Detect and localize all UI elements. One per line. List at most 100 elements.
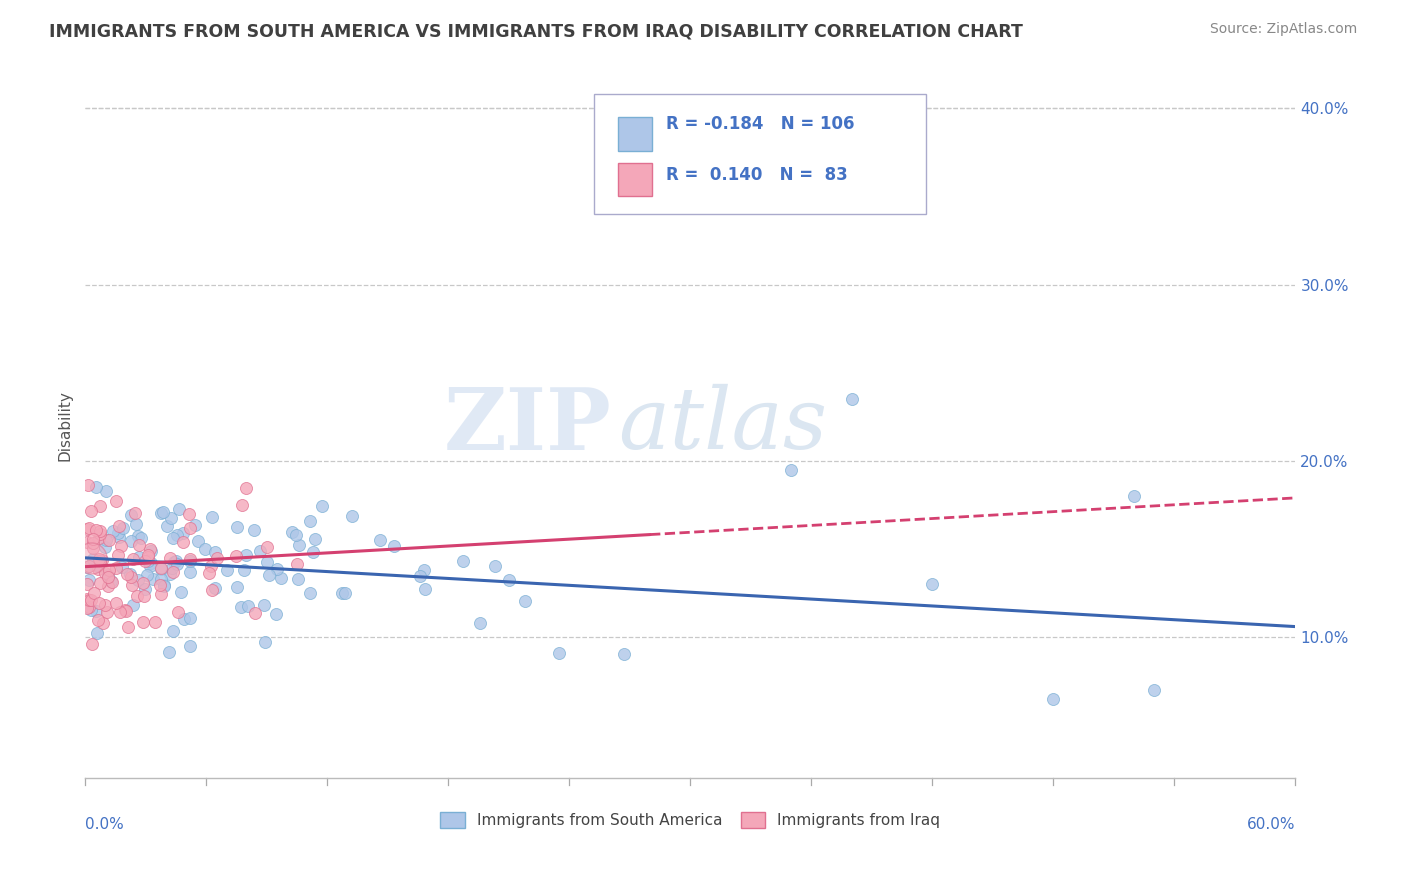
- Point: [132, 589, 155, 603]
- Point: [413, 563, 436, 577]
- Point: [179, 566, 201, 580]
- Point: [77, 558, 100, 573]
- Point: [470, 615, 492, 630]
- Point: [166, 528, 188, 542]
- Point: [128, 538, 150, 552]
- Point: [217, 563, 239, 577]
- Point: [157, 645, 180, 659]
- Point: [87, 613, 110, 627]
- Point: [382, 539, 405, 553]
- Point: [103, 524, 125, 538]
- Point: [108, 530, 131, 544]
- Point: [100, 574, 122, 589]
- Point: [76, 535, 98, 549]
- Point: [302, 545, 325, 559]
- Point: [135, 567, 157, 582]
- Point: [163, 555, 186, 569]
- Point: [108, 518, 131, 533]
- Point: [484, 559, 506, 574]
- Bar: [617, 117, 652, 151]
- Point: [136, 549, 159, 563]
- Point: [79, 593, 101, 607]
- Point: [204, 581, 226, 595]
- Point: [129, 531, 152, 545]
- Point: [76, 522, 98, 536]
- Point: [125, 517, 148, 532]
- Point: [120, 570, 142, 584]
- Point: [149, 561, 172, 575]
- Point: [89, 524, 111, 538]
- Point: [368, 533, 391, 548]
- Point: [89, 554, 111, 568]
- Point: [287, 572, 309, 586]
- Point: [236, 599, 259, 613]
- Point: [235, 481, 257, 495]
- Text: atlas: atlas: [617, 384, 827, 467]
- Point: [299, 586, 322, 600]
- Point: [76, 577, 98, 591]
- Point: [82, 637, 104, 651]
- Point: [112, 521, 135, 535]
- Point: [134, 582, 156, 597]
- Text: 60.0%: 60.0%: [1247, 817, 1295, 832]
- Point: [76, 601, 98, 615]
- Point: [97, 579, 120, 593]
- Point: [105, 494, 128, 508]
- Point: [104, 596, 127, 610]
- Point: [107, 548, 129, 562]
- Point: [150, 572, 173, 586]
- Point: [166, 605, 188, 619]
- Point: [79, 521, 101, 535]
- Point: [149, 506, 172, 520]
- Point: [270, 571, 292, 585]
- Point: [498, 574, 520, 588]
- Point: [82, 541, 104, 555]
- Point: [173, 612, 195, 626]
- Point: [77, 478, 100, 492]
- Point: [121, 551, 143, 566]
- Point: [249, 543, 271, 558]
- Point: [127, 589, 149, 603]
- Point: [245, 606, 267, 620]
- Point: [139, 557, 162, 571]
- Point: [253, 598, 276, 612]
- Point: [89, 499, 111, 513]
- Point: [156, 519, 179, 533]
- Point: [87, 596, 110, 610]
- Point: [86, 625, 108, 640]
- Point: [194, 542, 217, 557]
- Point: [162, 624, 184, 639]
- Point: [132, 576, 155, 591]
- Point: [1042, 692, 1064, 706]
- Point: [84, 480, 107, 494]
- Point: [162, 531, 184, 545]
- Point: [179, 520, 201, 534]
- Point: [77, 600, 100, 615]
- Point: [87, 558, 110, 573]
- Point: [150, 587, 173, 601]
- Point: [197, 566, 219, 580]
- Point: [128, 550, 150, 565]
- Point: [205, 551, 228, 566]
- Point: [82, 552, 104, 566]
- Point: [179, 611, 201, 625]
- Point: [124, 506, 146, 520]
- Point: [226, 519, 249, 533]
- Point: [169, 502, 191, 516]
- Point: [121, 578, 143, 592]
- Point: [96, 605, 118, 619]
- Point: [451, 554, 474, 568]
- Point: [153, 579, 176, 593]
- Point: [1143, 683, 1166, 698]
- Point: [117, 619, 139, 633]
- Point: [143, 615, 166, 629]
- Point: [127, 574, 149, 588]
- Point: [841, 392, 863, 406]
- Point: [76, 559, 98, 574]
- Point: [94, 599, 117, 613]
- Point: [84, 523, 107, 537]
- Point: [172, 525, 194, 540]
- Point: [87, 551, 110, 566]
- Point: [91, 615, 114, 630]
- Point: [183, 517, 205, 532]
